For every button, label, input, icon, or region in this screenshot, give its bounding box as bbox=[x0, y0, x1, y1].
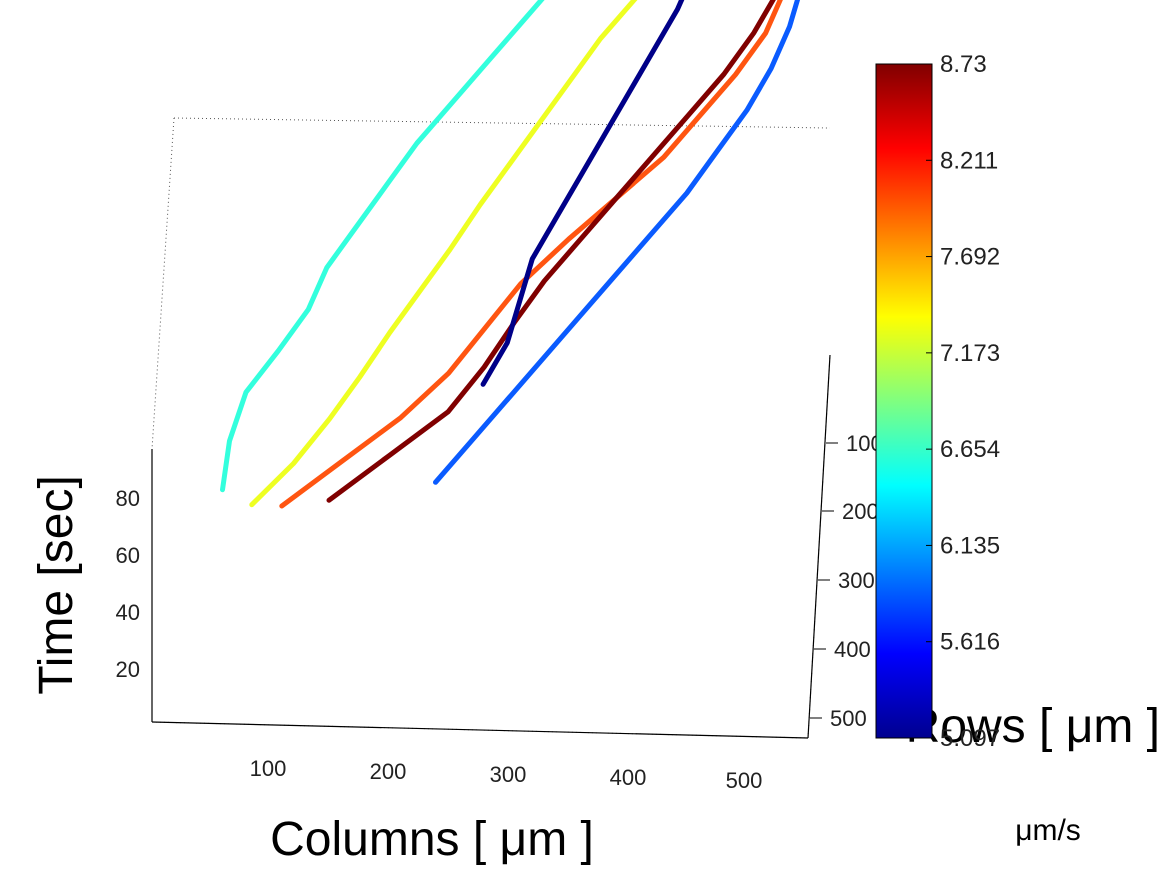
z-tick-label: 60 bbox=[116, 543, 140, 568]
x-tick-label: 100 bbox=[250, 756, 287, 781]
colorbar-ticks: 5.097 5.616 6.135 6.654 7.173 7.692 8.211 8.73 bbox=[926, 51, 1000, 752]
colorbar-tick-label: 8.211 bbox=[940, 147, 998, 174]
grid-lines bbox=[151, 117, 831, 739]
colorbar-tick-label: 6.135 bbox=[940, 532, 1000, 559]
z-tick-label: 20 bbox=[116, 657, 140, 682]
z-tick-label: 40 bbox=[116, 600, 140, 625]
trajectory-1 bbox=[220, 0, 545, 493]
trajectory-4 bbox=[326, 0, 776, 503]
z-tick-label: 80 bbox=[116, 486, 140, 511]
trajectory-6 bbox=[433, 0, 801, 485]
trajectory-lines bbox=[220, 0, 801, 509]
colorbar-tick-label: 6.654 bbox=[940, 436, 1000, 463]
y-tick-label: 500 bbox=[830, 706, 867, 731]
axes-frame bbox=[151, 354, 831, 739]
y-tick-label: 400 bbox=[834, 637, 871, 662]
colorbar-unit-label: μm/s bbox=[1015, 814, 1081, 847]
x-tick-label: 200 bbox=[370, 759, 407, 784]
colorbar-tick-label: 5.616 bbox=[940, 629, 1000, 656]
colorbar-tick-label: 7.692 bbox=[940, 244, 1000, 271]
colorbar bbox=[875, 63, 933, 739]
trajectory-2 bbox=[249, 0, 638, 508]
colorbar-tick-label: 7.173 bbox=[940, 340, 1000, 367]
x-tick-label: 300 bbox=[490, 762, 527, 787]
x-tick-label: 500 bbox=[726, 768, 763, 793]
y-tick-label: 300 bbox=[838, 568, 875, 593]
z-axis-label: Time [sec] bbox=[30, 475, 83, 695]
x-axis-label: Columns [ μm ] bbox=[270, 813, 594, 866]
y-tick-label: 200 bbox=[842, 499, 879, 524]
x-tick-label: 400 bbox=[610, 765, 647, 790]
trajectory-5 bbox=[480, 0, 685, 387]
colorbar-tick-label: 8.73 bbox=[940, 51, 987, 78]
colorbar-tick-label: 5.097 bbox=[940, 725, 1000, 752]
y-axis-label: Rows [ μm ] bbox=[906, 700, 1160, 753]
